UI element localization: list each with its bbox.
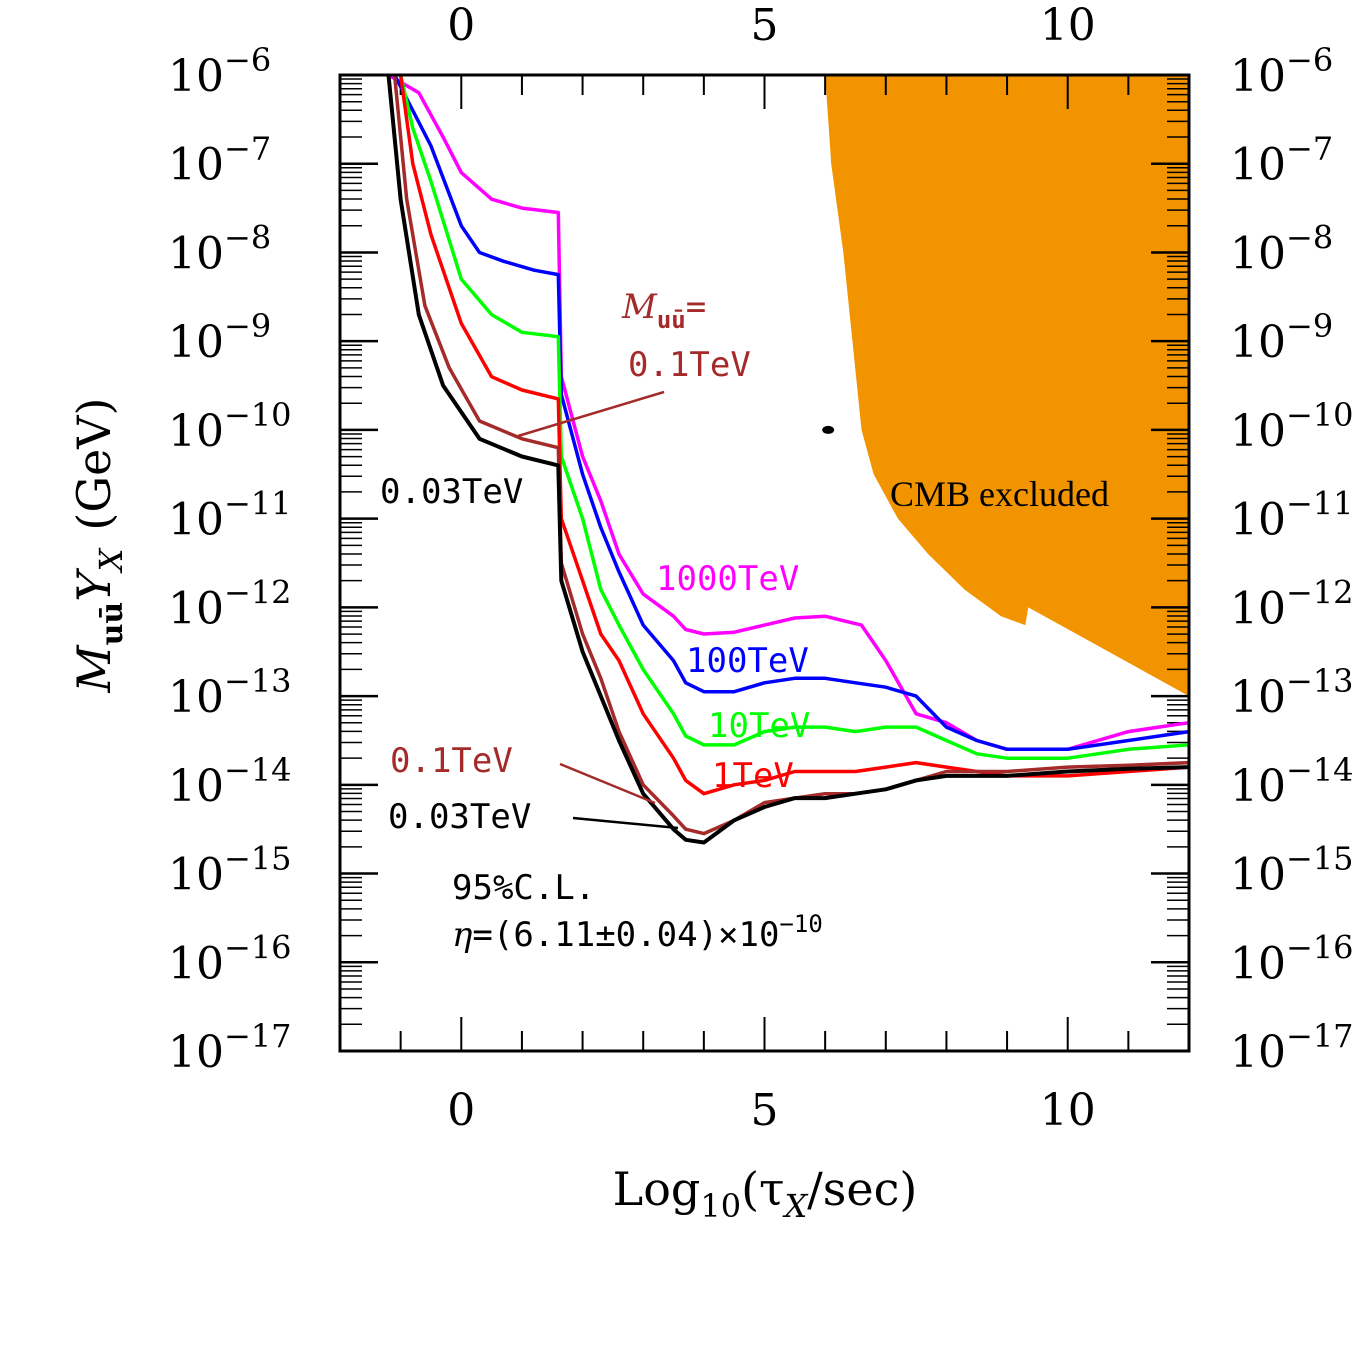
plot-frame	[338, 73, 1191, 1053]
y-tick-label-left: 10−16	[168, 928, 292, 989]
y-tick-label-right: 10−17	[1230, 1017, 1354, 1078]
plot-border	[338, 73, 1191, 1053]
series-line-1tev	[398, 74, 1190, 796]
eta-value: η=(6.11±0.04)×10−10	[452, 910, 823, 955]
label-003-top: 0.03TeV	[380, 472, 523, 512]
y-tick-label-left: 10−7	[168, 130, 271, 191]
mass-label-value: 0.1TeV	[628, 345, 751, 385]
y-axis-title: MuūYX(GeV)	[67, 398, 130, 694]
x-tick-label-top: 5	[751, 0, 779, 51]
y-tick-label-left: 10−10	[168, 396, 292, 457]
label-01-bottom: 0.1TeV	[390, 741, 513, 781]
x-tick-label-top: 10	[1040, 0, 1096, 51]
y-tick-label-left: 10−15	[168, 840, 292, 901]
y-tick-label-right: 10−10	[1230, 396, 1354, 457]
label-1000tev: 1000TeV	[656, 559, 799, 599]
x-tick-label-top: 0	[447, 0, 475, 51]
series-line-100tev	[393, 74, 1190, 752]
mass-label: Muū=	[621, 287, 706, 334]
y-tick-label-left: 10−14	[168, 751, 292, 812]
y-tick-label-right: 10−16	[1230, 928, 1354, 989]
label-01-pointer	[559, 762, 656, 805]
y-tick-label-left: 10−17	[168, 1017, 292, 1078]
y-tick-label-right: 10−11	[1230, 485, 1354, 546]
y-tick-label-right: 10−14	[1230, 751, 1354, 812]
label-003-bottom: 0.03TeV	[388, 797, 531, 837]
y-tick-label-left: 10−9	[168, 307, 271, 368]
series-line-0p1tev	[392, 74, 1190, 836]
y-tick-label-right: 10−8	[1230, 218, 1333, 279]
y-tick-label-left: 10−13	[168, 662, 292, 723]
label-1tev: 1TeV	[712, 756, 794, 796]
label-100tev: 100TeV	[686, 641, 809, 681]
cmb-excluded-region	[825, 75, 1189, 697]
series-line-0p03tev	[386, 74, 1190, 845]
series-layer	[386, 73, 1190, 845]
y-tick-label-right: 10−12	[1230, 573, 1354, 634]
mass-label-pointer	[517, 390, 665, 438]
x-axis-title: Log10(τX/sec)	[613, 1162, 918, 1225]
series-line-1000tev	[387, 73, 1190, 752]
y-tick-label-right: 10−15	[1230, 840, 1354, 901]
x-tick-label-bottom: 10	[1040, 1085, 1096, 1136]
x-tick-label-bottom: 5	[751, 1085, 779, 1136]
cmb-excluded-label: CMB excluded	[890, 474, 1109, 514]
cmb-excluded-layer	[822, 75, 1189, 697]
y-tick-label-right: 10−9	[1230, 307, 1333, 368]
series-line-10tev	[398, 74, 1190, 760]
y-tick-label-left: 10−11	[168, 485, 292, 546]
y-tick-label-right: 10−7	[1230, 130, 1333, 191]
artifact-dot	[822, 425, 835, 434]
y-tick-label-left: 10−6	[168, 41, 271, 102]
label-003-pointer	[572, 816, 679, 830]
y-tick-label-right: 10−6	[1230, 41, 1333, 102]
y-tick-label-right: 10−13	[1230, 662, 1354, 723]
confidence-level: 95%C.L.	[452, 868, 595, 908]
tick-labels: 0 0 5 5 10 10 10−6 10−6 10−7 10−7 10−8 10−8 10−9 10−9…	[168, 0, 1354, 1136]
y-tick-label-left: 10−8	[168, 218, 271, 279]
label-10tev: 10TeV	[708, 706, 810, 746]
x-tick-label-bottom: 0	[447, 1085, 475, 1136]
y-tick-label-left: 10−12	[168, 573, 292, 634]
